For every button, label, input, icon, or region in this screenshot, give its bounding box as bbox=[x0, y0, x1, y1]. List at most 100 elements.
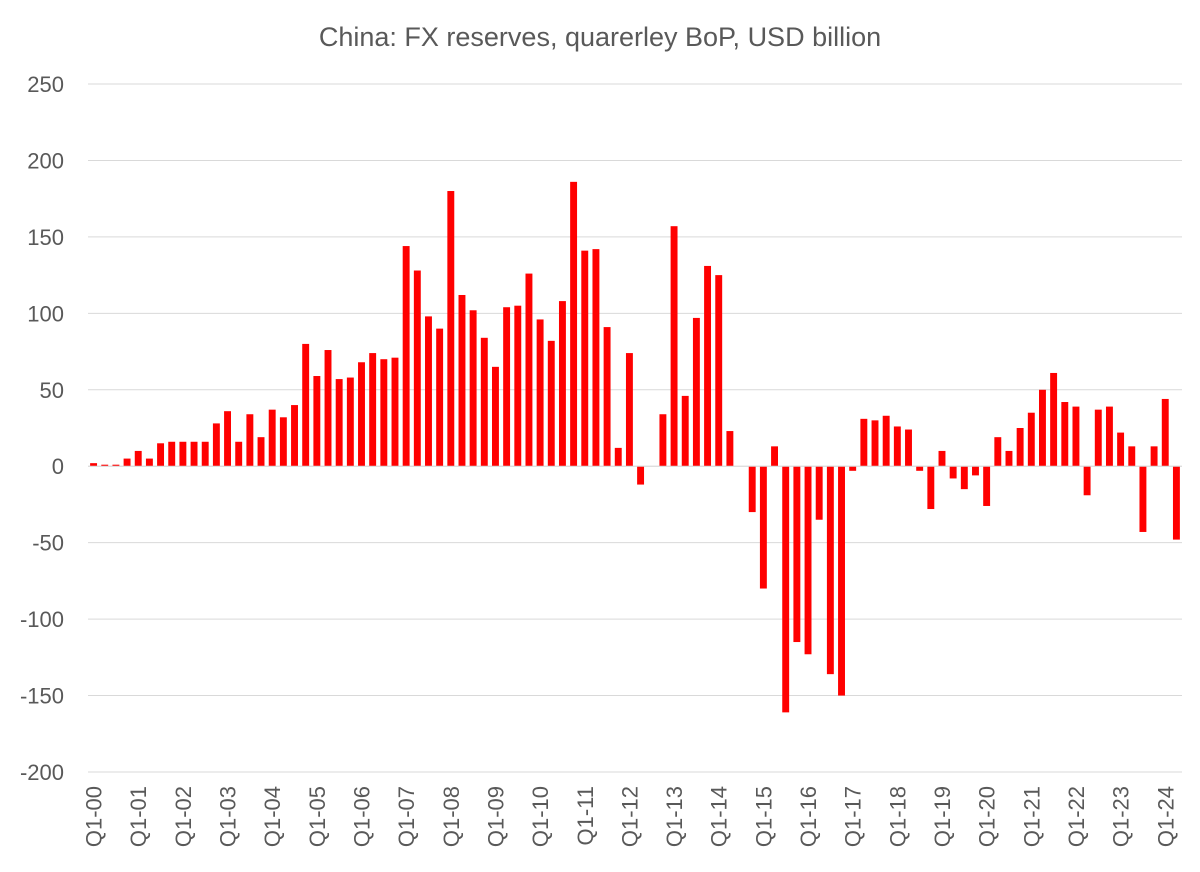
bar-Q2-23 bbox=[1128, 446, 1136, 467]
bar-Q1-04 bbox=[268, 409, 276, 467]
bar-Q1-11 bbox=[581, 250, 589, 467]
bar-Q3-13 bbox=[692, 317, 700, 467]
bar-Q4-17 bbox=[882, 415, 890, 467]
x-tick-label: Q1-21 bbox=[1019, 786, 1044, 847]
bar-Q4-07 bbox=[436, 328, 444, 467]
x-tick-label: Q1-13 bbox=[662, 786, 687, 847]
bar-Q3-17 bbox=[871, 420, 879, 467]
bar-Q2-18 bbox=[905, 429, 912, 467]
bar-Q4-18 bbox=[927, 466, 935, 510]
bar-Q3-21 bbox=[1050, 372, 1058, 467]
y-tick-label: 50 bbox=[40, 378, 64, 403]
bar-Q1-24 bbox=[1161, 398, 1169, 467]
bar-Q4-11 bbox=[614, 447, 622, 467]
y-tick-label: -50 bbox=[32, 531, 64, 556]
bar-Q2-11 bbox=[592, 249, 600, 467]
bar-Q1-06 bbox=[358, 362, 365, 467]
bar-Q4-15 bbox=[793, 466, 801, 643]
bar-Q1-02 bbox=[179, 441, 187, 467]
bar-Q4-16 bbox=[838, 466, 845, 696]
bar-Q3-16 bbox=[826, 466, 834, 675]
x-tick-label: Q1-00 bbox=[82, 786, 107, 847]
bar-Q4-20 bbox=[1016, 428, 1024, 467]
bar-Q1-22 bbox=[1072, 406, 1080, 467]
bar-Q1-12 bbox=[625, 353, 633, 467]
bar-Q3-15 bbox=[782, 466, 790, 713]
bar-Q4-13 bbox=[704, 265, 712, 467]
bar-Q1-10 bbox=[536, 319, 544, 467]
bar-Q4-23 bbox=[1150, 446, 1158, 467]
bar-Q4-02 bbox=[212, 423, 220, 467]
x-tick-label: Q1-08 bbox=[439, 786, 464, 847]
bar-Q1-18 bbox=[893, 426, 901, 467]
bar-Q3-07 bbox=[425, 316, 432, 467]
x-tick-label: Q1-18 bbox=[885, 786, 910, 847]
x-tick-label: Q1-06 bbox=[350, 786, 375, 847]
bar-Q2-00 bbox=[101, 464, 109, 467]
x-tick-label: Q1-12 bbox=[617, 786, 642, 847]
bar-Q1-00 bbox=[90, 463, 98, 467]
bar-Q1-23 bbox=[1117, 432, 1125, 467]
chart-title: China: FX reserves, quarerley BoP, USD b… bbox=[319, 22, 881, 52]
x-tick-label: Q1-20 bbox=[975, 786, 1000, 847]
y-tick-label: -100 bbox=[20, 607, 64, 632]
bar-Q3-19 bbox=[960, 466, 968, 490]
bar-Q3-02 bbox=[201, 441, 209, 467]
x-tick-label: Q1-03 bbox=[216, 786, 241, 847]
bar-Q4-19 bbox=[972, 466, 979, 476]
bar-Q4-04 bbox=[302, 343, 310, 467]
bar-Q3-20 bbox=[1005, 450, 1013, 467]
y-tick-label: 0 bbox=[52, 454, 64, 479]
x-tick-label: Q1-22 bbox=[1064, 786, 1089, 847]
bar-Q1-13 bbox=[670, 226, 678, 467]
bar-Q1-21 bbox=[1027, 412, 1035, 467]
bar-Q2-19 bbox=[949, 466, 957, 479]
x-tick-label: Q1-24 bbox=[1153, 786, 1178, 847]
x-tick-label: Q1-05 bbox=[305, 786, 330, 847]
bar-Q4-00 bbox=[123, 458, 131, 467]
bar-Q2-07 bbox=[413, 270, 421, 467]
bar-Q1-15 bbox=[759, 466, 767, 589]
bar-Q4-08 bbox=[480, 337, 488, 467]
y-axis-ticks: 250 200 150 100 50 0 -50 -100 -150 -200 bbox=[20, 72, 64, 785]
bar-Q2-08 bbox=[458, 294, 466, 467]
x-tick-label: Q1-14 bbox=[707, 786, 732, 847]
bar-Q2-22 bbox=[1083, 466, 1091, 496]
bar-Q3-01 bbox=[157, 443, 165, 467]
bar-Q4-21 bbox=[1061, 402, 1069, 467]
bar-Q3-00 bbox=[112, 464, 120, 467]
bar-Q3-10 bbox=[558, 301, 566, 467]
bar-Q2-01 bbox=[145, 458, 153, 467]
bar-Q3-22 bbox=[1094, 409, 1102, 467]
bar-Q1-05 bbox=[313, 376, 321, 467]
bar-Q1-07 bbox=[402, 246, 410, 467]
x-tick-label: Q1-04 bbox=[260, 786, 285, 847]
bar-Q2-12 bbox=[637, 466, 645, 485]
bar-Q3-23 bbox=[1139, 466, 1147, 532]
bar-Q4-03 bbox=[257, 437, 265, 467]
bar-Q1-20 bbox=[983, 466, 991, 506]
bar-Q2-15 bbox=[771, 446, 778, 467]
x-tick-label: Q1-16 bbox=[796, 786, 821, 847]
y-tick-label: 200 bbox=[27, 148, 64, 173]
bar-Q2-13 bbox=[681, 395, 689, 467]
x-tick-label: Q1-02 bbox=[171, 786, 196, 847]
y-tick-label: -150 bbox=[20, 684, 64, 709]
bar-Q2-17 bbox=[860, 418, 868, 467]
bar-Q4-01 bbox=[168, 441, 176, 467]
x-tick-label: Q1-07 bbox=[394, 786, 419, 847]
x-tick-label: Q1-15 bbox=[751, 786, 776, 847]
x-axis-ticks: Q1-00 Q1-01 Q1-02 Q1-03 Q1-04 Q1-05 Q1-06 Q1-07… bbox=[82, 786, 1179, 847]
bar-Q4-22 bbox=[1105, 406, 1113, 467]
bar-Q2-09 bbox=[503, 307, 511, 467]
bar-Q4-05 bbox=[346, 377, 354, 467]
bar-Q3-18 bbox=[916, 466, 924, 471]
x-tick-label: Q1-17 bbox=[841, 786, 866, 847]
bar-Q1-19 bbox=[938, 450, 946, 467]
bar-Q1-09 bbox=[492, 366, 499, 467]
bar-Q2-10 bbox=[547, 340, 555, 467]
bar-Q1-16 bbox=[804, 466, 812, 655]
bar-Q1-17 bbox=[849, 466, 857, 471]
bar-Q2-02 bbox=[190, 441, 198, 467]
